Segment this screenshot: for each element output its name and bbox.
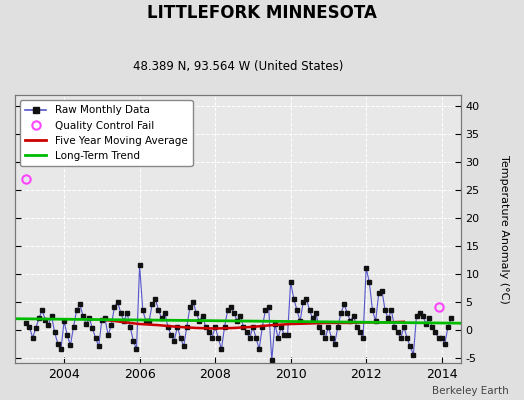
Text: LITTLEFORK MINNESOTA: LITTLEFORK MINNESOTA [147,4,377,22]
Legend: Raw Monthly Data, Quality Control Fail, Five Year Moving Average, Long-Term Tren: Raw Monthly Data, Quality Control Fail, … [20,100,192,166]
Y-axis label: Temperature Anomaly (°C): Temperature Anomaly (°C) [499,155,509,304]
Title: 48.389 N, 93.564 W (United States): 48.389 N, 93.564 W (United States) [133,60,343,73]
Text: Berkeley Earth: Berkeley Earth [432,386,508,396]
